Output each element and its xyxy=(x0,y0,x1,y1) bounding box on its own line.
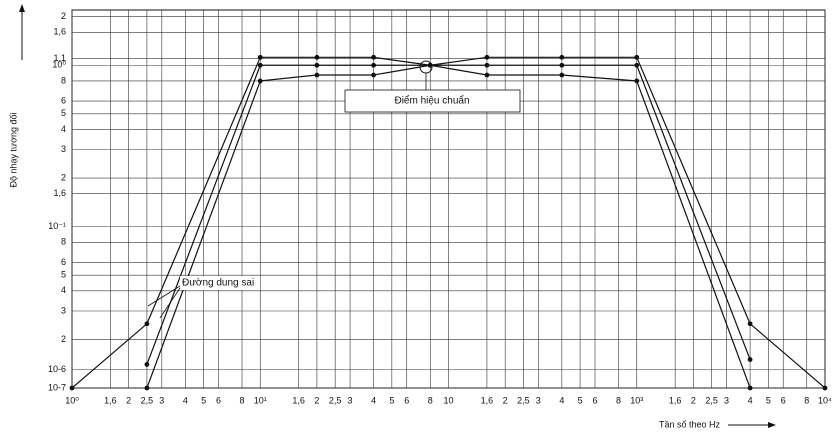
annotation-box xyxy=(344,89,521,113)
annotation-bg xyxy=(180,276,260,290)
annotation: Đường dung sai xyxy=(182,278,254,289)
data-point xyxy=(314,72,320,78)
data-point xyxy=(634,78,640,84)
y-axis-arrowhead xyxy=(19,4,25,12)
x-tick-label: 2,5 xyxy=(141,395,154,405)
x-tick-label: 3 xyxy=(348,395,353,405)
y-tick-label: 2 xyxy=(61,11,66,21)
data-point xyxy=(822,385,828,391)
x-tick-label: 1,6 xyxy=(481,395,494,405)
x-tick-label: 1,6 xyxy=(669,395,682,405)
x-tick-label: 3 xyxy=(536,395,541,405)
data-point xyxy=(634,54,640,60)
data-point xyxy=(314,54,320,60)
data-point xyxy=(257,54,263,60)
y-tick-label: 3 xyxy=(61,305,66,315)
data-point xyxy=(371,72,376,78)
data-point xyxy=(747,385,753,391)
x-tick-label: 4 xyxy=(748,395,753,405)
x-tick-label: 5 xyxy=(766,395,771,405)
x-tick-label: 10⁴ xyxy=(818,395,832,405)
x-tick-label: 4 xyxy=(371,395,376,405)
data-point xyxy=(371,54,376,60)
x-tick-label: 8 xyxy=(616,395,621,405)
y-tick-label: 10⁰ xyxy=(52,60,66,70)
x-tick-label: 8 xyxy=(239,395,244,405)
annotation-leader xyxy=(159,287,181,319)
y-tick-label: 8 xyxy=(61,75,66,85)
y-tick-label: 4 xyxy=(61,124,66,134)
x-tick-label: 2 xyxy=(126,395,131,405)
x-tick-label: 5 xyxy=(578,395,583,405)
x-tick-label: 2 xyxy=(691,395,696,405)
data-point xyxy=(484,54,490,60)
y-tick-label: 5 xyxy=(61,270,66,280)
y-tick-label: 3 xyxy=(61,144,66,154)
data-point xyxy=(371,62,376,68)
y-tick-label: 5 xyxy=(61,108,66,118)
y-tick-label: 2 xyxy=(61,172,66,182)
x-tick-label: 2,5 xyxy=(705,395,718,405)
x-tick-label: 5 xyxy=(201,395,206,405)
data-point xyxy=(257,78,263,84)
x-tick-label: 10 xyxy=(443,395,453,405)
y-tick-label: 4 xyxy=(61,285,66,295)
y-tick-label: 6 xyxy=(61,257,66,267)
data-point xyxy=(144,385,150,391)
x-tick-label: 5 xyxy=(389,395,394,405)
y-tick-label: 10-6 xyxy=(48,364,66,374)
x-tick-label: 10⁰ xyxy=(65,395,79,405)
data-point xyxy=(634,62,640,68)
data-point xyxy=(747,321,753,327)
y-tick-label: 8 xyxy=(61,237,66,247)
y-tick-label: 1,6 xyxy=(53,188,66,198)
x-axis-label: Tần số theo Hz xyxy=(659,419,721,429)
y-axis-label: Độ nhạy tương đối xyxy=(8,113,18,188)
x-tick-label: 6 xyxy=(404,395,409,405)
y-tick-label: 10⁻¹ xyxy=(48,221,66,231)
data-point xyxy=(559,54,565,60)
data-point xyxy=(747,357,753,362)
x-tick-label: 10¹ xyxy=(254,395,267,405)
x-tick-label: 3 xyxy=(159,395,164,405)
data-point xyxy=(144,362,150,367)
y-tick-label: 1,1 xyxy=(53,53,66,63)
x-tick-label: 4 xyxy=(559,395,564,405)
data-point xyxy=(257,62,263,68)
x-tick-label: 4 xyxy=(183,395,188,405)
x-tick-label: 6 xyxy=(592,395,597,405)
data-point xyxy=(484,72,490,78)
data-point xyxy=(314,62,320,68)
plot-area: 10⁰ 1,6 2 2,5 3 4 5 6 8 10¹ 1,6 2 2,5 3 4 5 6 8 10 1,6 2 2,5 3… xyxy=(48,9,832,405)
x-tick-label: 2 xyxy=(503,395,508,405)
x-tick-label: 8 xyxy=(428,395,433,405)
y-tick-label: 6 xyxy=(61,95,66,105)
y-tick-label: 1,6 xyxy=(53,27,66,37)
x-axis-arrowhead xyxy=(768,422,776,428)
x-tick-label: 6 xyxy=(216,395,221,405)
data-point xyxy=(559,72,565,78)
x-tick-label: 3 xyxy=(724,395,729,405)
x-tick-label: 10³ xyxy=(630,395,643,405)
annotation: Điểm hiệu chuẩn xyxy=(394,95,469,107)
data-point xyxy=(69,385,75,391)
x-tick-label: 2,5 xyxy=(329,395,342,405)
data-point xyxy=(144,321,150,327)
y-tick-label: 10-7 xyxy=(48,382,66,392)
x-tick-label: 8 xyxy=(804,395,809,405)
x-tick-label: 1,6 xyxy=(104,395,117,405)
x-tick-label: 2,5 xyxy=(517,395,530,405)
y-tick-label: 2 xyxy=(61,334,66,344)
x-tick-label: 1,6 xyxy=(292,395,305,405)
annotation-leader xyxy=(147,285,181,307)
x-tick-label: 6 xyxy=(781,395,786,405)
data-point xyxy=(484,62,490,68)
data-point xyxy=(559,62,565,68)
x-tick-label: 2 xyxy=(314,395,319,405)
